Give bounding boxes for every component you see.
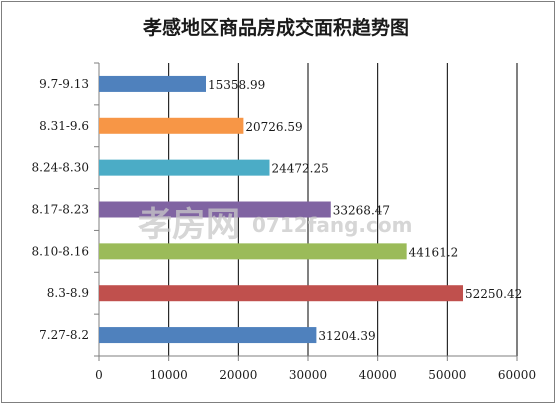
watermark-domain: 0712fang.com: [252, 213, 412, 237]
x-tick-label: 50000: [428, 368, 466, 382]
watermark-brand: 孝房网: [138, 205, 240, 245]
gridlines: [94, 62, 518, 361]
bar: [99, 243, 407, 260]
bar: [99, 285, 464, 302]
bars: [99, 75, 464, 344]
data-label: 52250.42: [465, 287, 522, 301]
x-tick-label: 60000: [498, 368, 536, 382]
category-label: 8.17-8.23: [32, 203, 90, 217]
data-label: 33268.47: [333, 204, 390, 218]
category-label: 9.7-9.13: [39, 77, 89, 91]
x-tick-label: 0: [95, 368, 103, 382]
category-labels: 9.7-9.13 8.31-9.6 8.24-8.30 8.17-8.23 8.10-8…: [32, 77, 90, 342]
bar: [99, 117, 244, 134]
data-labels: 15358.99 20726.59 24472.25 33268.47 44161.2 5…: [208, 78, 522, 343]
category-label: 8.10-8.16: [32, 244, 90, 258]
data-label: 31204.39: [318, 329, 375, 343]
category-label: 8.3-8.9: [47, 286, 89, 300]
x-tick-label: 20000: [219, 368, 257, 382]
x-tick-labels: 0 10000 20000 30000 40000 50000 60000: [95, 368, 536, 382]
data-label: 44161.2: [409, 245, 459, 259]
chart-title: 孝感地区商品房成交面积趋势图: [143, 16, 409, 39]
category-label: 7.27-8.2: [39, 328, 89, 342]
data-label: 15358.99: [208, 78, 265, 92]
x-tick-label: 30000: [289, 368, 327, 382]
x-tick-label: 40000: [359, 368, 397, 382]
x-tick-label: 10000: [150, 368, 188, 382]
bar: [99, 159, 270, 176]
data-label: 20726.59: [245, 120, 302, 134]
bar: [99, 75, 207, 92]
bar: [99, 327, 317, 344]
watermark: 孝房网 0712fang.com: [138, 205, 412, 245]
data-label: 24472.25: [271, 162, 328, 176]
category-label: 8.24-8.30: [32, 161, 90, 175]
bar: [99, 201, 331, 218]
category-label: 8.31-9.6: [39, 119, 89, 133]
